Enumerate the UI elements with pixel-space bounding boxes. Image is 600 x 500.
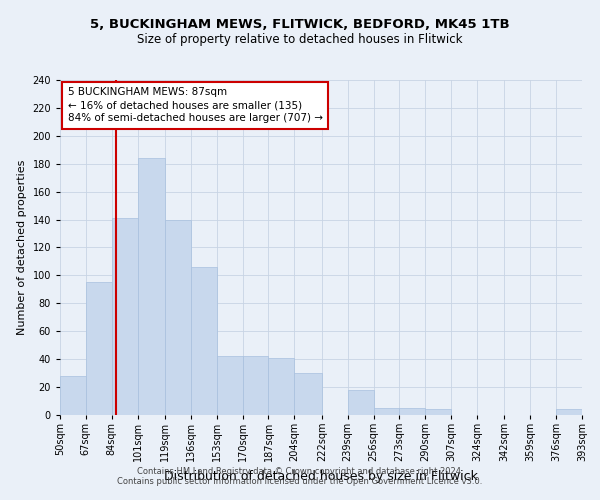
- Bar: [582, 412, 600, 415]
- Bar: [60, 376, 86, 415]
- Y-axis label: Number of detached properties: Number of detached properties: [17, 160, 27, 335]
- X-axis label: Distribution of detached houses by size in Flitwick: Distribution of detached houses by size …: [164, 470, 478, 483]
- Bar: [165, 220, 191, 415]
- Text: Size of property relative to detached houses in Flitwick: Size of property relative to detached ho…: [137, 32, 463, 46]
- Bar: [242, 356, 268, 415]
- Bar: [86, 282, 112, 415]
- Bar: [347, 390, 374, 415]
- Bar: [374, 408, 400, 415]
- Bar: [425, 410, 451, 415]
- Bar: [400, 408, 425, 415]
- Text: Contains public sector information licensed under the Open Government Licence v3: Contains public sector information licen…: [118, 477, 482, 486]
- Bar: [191, 267, 217, 415]
- Text: Contains HM Land Registry data © Crown copyright and database right 2024.: Contains HM Land Registry data © Crown c…: [137, 467, 463, 476]
- Bar: [268, 358, 295, 415]
- Bar: [556, 410, 582, 415]
- Text: 5 BUCKINGHAM MEWS: 87sqm
← 16% of detached houses are smaller (135)
84% of semi-: 5 BUCKINGHAM MEWS: 87sqm ← 16% of detach…: [68, 87, 323, 124]
- Bar: [217, 356, 242, 415]
- Bar: [112, 218, 137, 415]
- Text: 5, BUCKINGHAM MEWS, FLITWICK, BEDFORD, MK45 1TB: 5, BUCKINGHAM MEWS, FLITWICK, BEDFORD, M…: [90, 18, 510, 30]
- Bar: [137, 158, 165, 415]
- Bar: [295, 373, 322, 415]
